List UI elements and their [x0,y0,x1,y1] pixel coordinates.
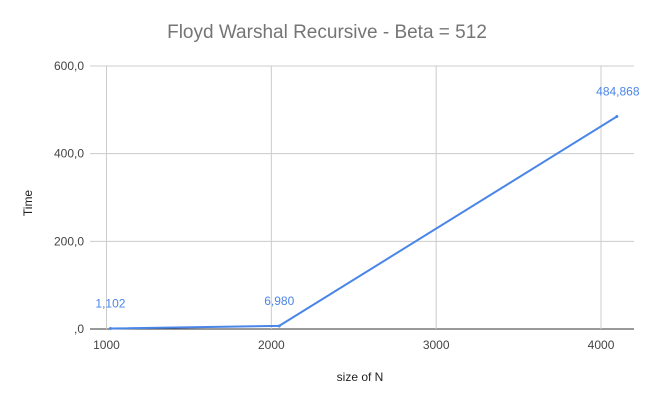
data-label: 484,868 [596,84,640,98]
x-tick-label: 3000 [423,338,450,352]
data-label: 6,980 [264,294,294,308]
y-axis-ticks: ,0 200,0 400,0 600,0 [54,59,84,336]
y-tick-label: ,0 [74,322,84,336]
data-point [277,324,281,328]
x-tick-label: 2000 [258,338,285,352]
series-group [108,114,619,331]
data-labels: 1,102 6,980 484,868 [95,84,639,310]
data-point [615,114,619,118]
grid [90,65,634,330]
y-tick-label: 600,0 [54,59,84,73]
x-axis-title: size of N [337,370,384,384]
chart-title: Floyd Warshal Recursive - Beta = 512 [167,22,487,43]
x-tick-label: 1000 [93,338,120,352]
data-label: 1,102 [95,297,125,311]
series-line [110,115,618,330]
y-tick-label: 200,0 [54,234,84,248]
x-tick-label: 4000 [588,338,615,352]
x-axis-ticks: 1000 2000 3000 4000 [93,338,615,352]
y-tick-label: 400,0 [54,147,84,161]
y-axis-title: Time [21,190,35,217]
data-point [108,327,112,331]
